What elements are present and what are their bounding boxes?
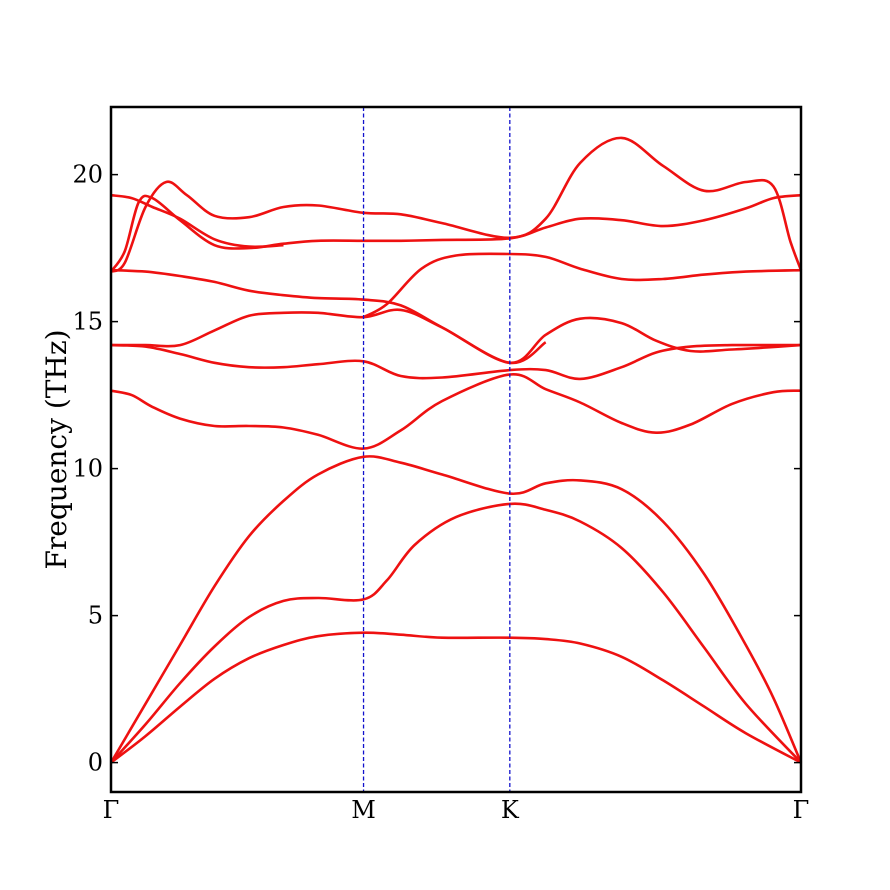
y-tick-label: 5 <box>88 602 103 630</box>
phonon-band-9 <box>109 193 802 273</box>
phonon-band-5 <box>110 343 802 381</box>
y-axis-ticks: 0 5 10 15 20 <box>72 161 801 777</box>
phonon-band-1 <box>110 631 802 764</box>
y-tick-label: 20 <box>72 161 103 189</box>
phonon-band-2 <box>110 502 802 764</box>
plot-frame <box>109 105 803 794</box>
y-tick-label: 15 <box>72 308 103 336</box>
phonon-band-7 <box>110 268 547 365</box>
x-tick-label: Γ <box>103 796 120 824</box>
x-tick-label: K <box>501 796 520 824</box>
phonon-band-3 <box>109 455 803 764</box>
phonon-band-11 <box>110 136 803 273</box>
y-tick-label: 0 <box>88 749 103 777</box>
high-symmetry-lines <box>362 107 511 792</box>
bands-layer <box>109 136 803 764</box>
y-axis-label: Frequency (THz) <box>40 329 73 569</box>
phonon-band-10 <box>110 193 284 249</box>
x-tick-label: Γ <box>793 796 810 824</box>
y-tick-label: 10 <box>72 455 103 483</box>
phonon-band-4 <box>110 373 802 450</box>
phonon-band-8 <box>362 252 802 319</box>
x-tick-label: M <box>351 796 376 824</box>
